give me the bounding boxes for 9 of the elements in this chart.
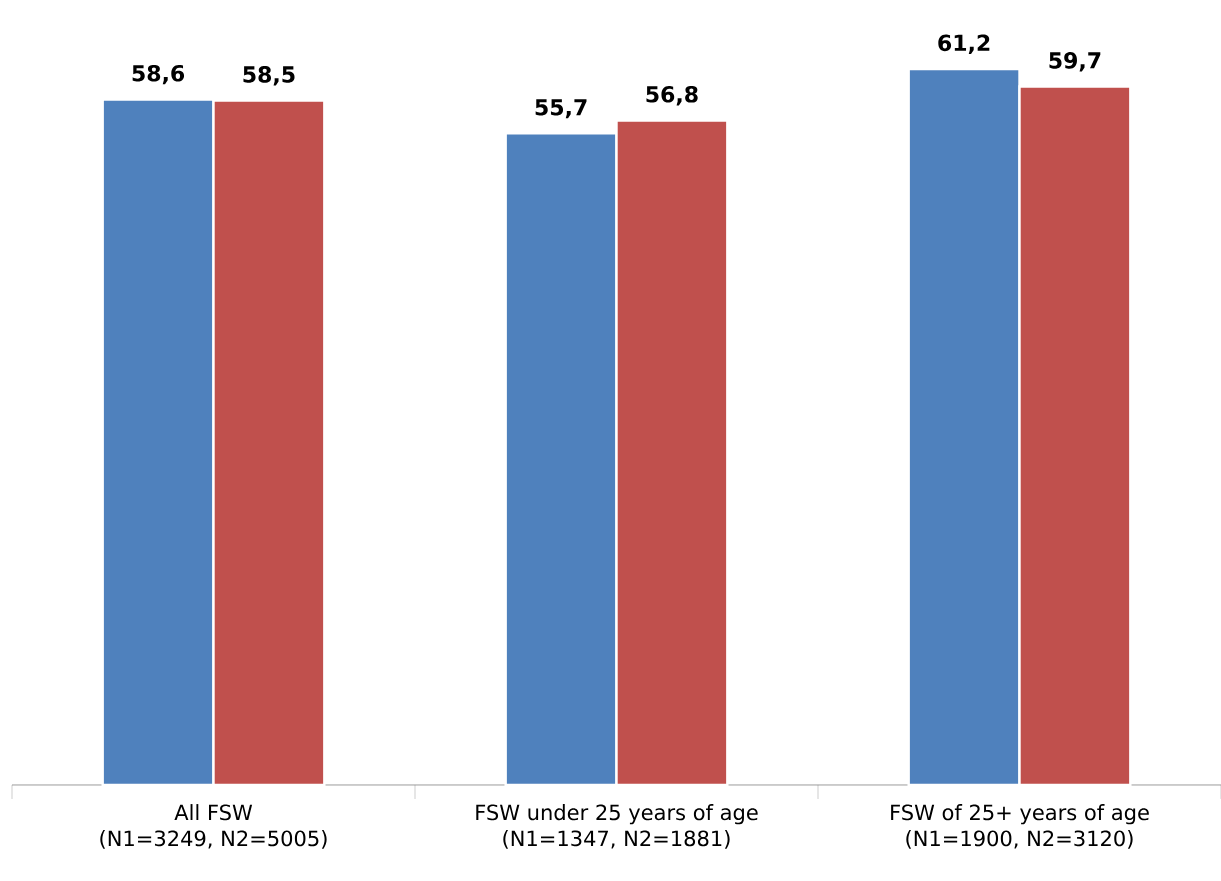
data-label: 58,6: [132, 64, 185, 85]
x-tick-label: FSW of 25+ years of age (N1=1900, N2=3120): [891, 804, 1149, 849]
data-label: 59,7: [1049, 52, 1101, 72]
data-label: 58,5: [243, 66, 295, 86]
data-label: 56,8: [646, 85, 698, 106]
x-tick-label: FSW under 25 years of age (N1=1347, N2=1881): [476, 804, 758, 849]
x-tick-label: All FSW (N1=3249, N2=5005): [100, 804, 327, 849]
data-label: 61,2: [938, 34, 990, 54]
data-label: 55,7: [535, 99, 587, 119]
